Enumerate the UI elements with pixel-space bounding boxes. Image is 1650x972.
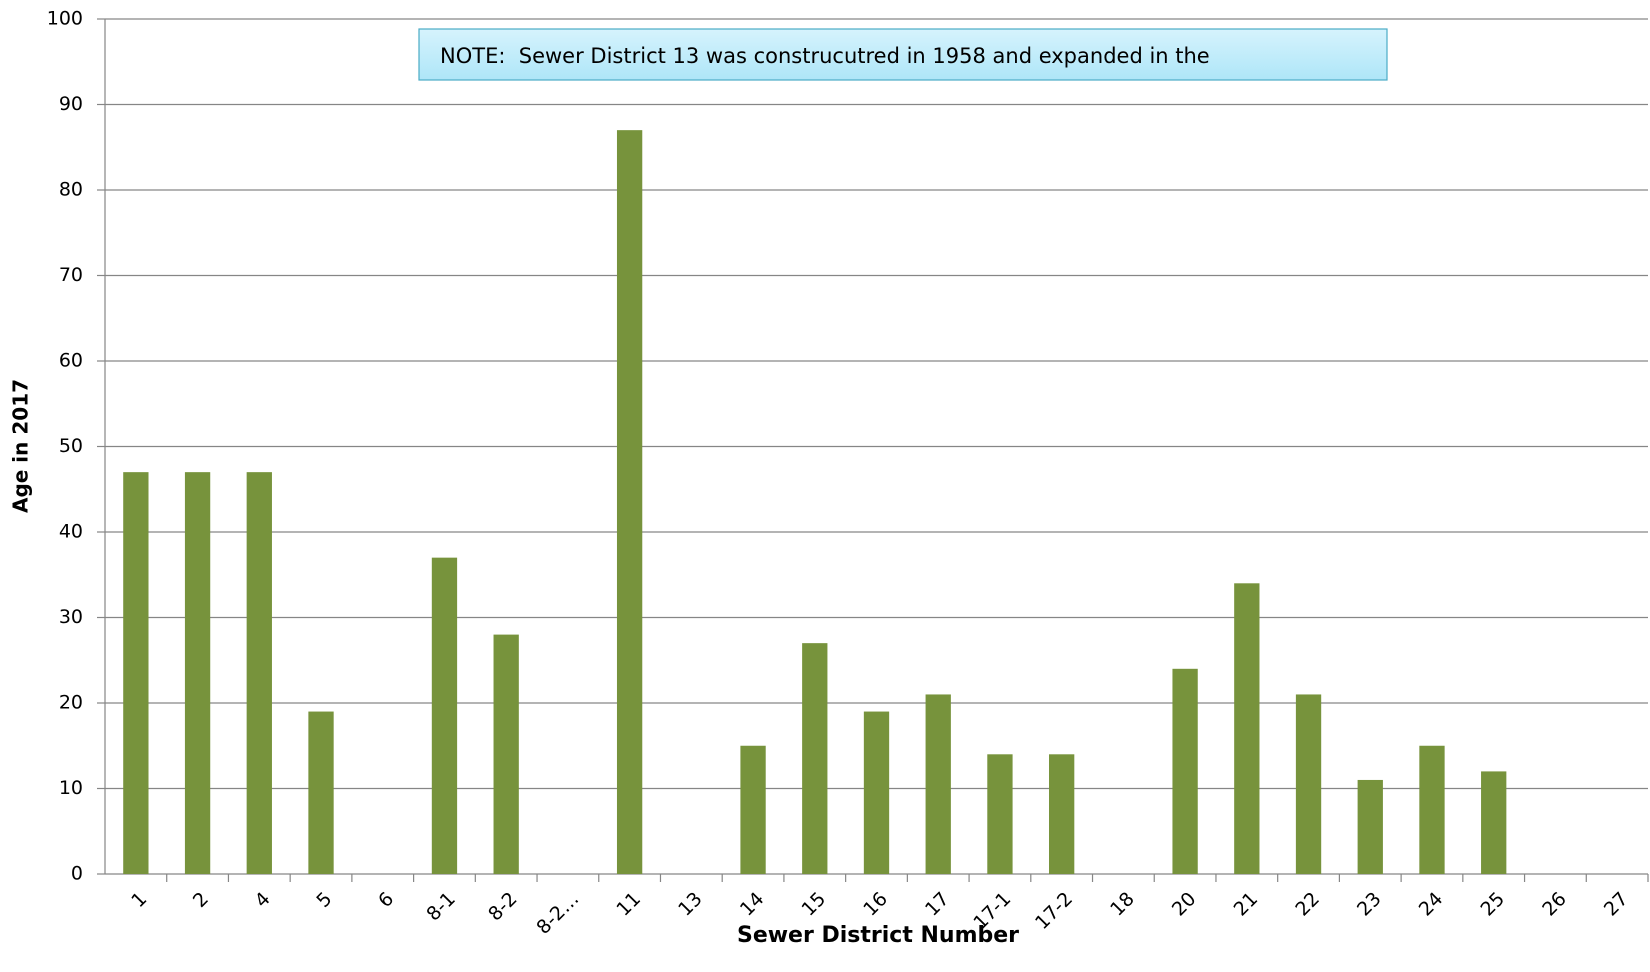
x-tick-label: 17-2 (1031, 888, 1077, 934)
x-tick-label: 16 (859, 888, 892, 921)
x-tick-label: 22 (1291, 888, 1324, 921)
x-tick-label: 20 (1168, 888, 1201, 921)
bar (740, 745, 766, 874)
x-tick-label: 27 (1600, 888, 1633, 921)
bar (1049, 754, 1075, 874)
y-axis-title: Age in 2017 (9, 379, 33, 513)
x-tick-label: 14 (736, 888, 769, 921)
y-tick-label: 10 (59, 777, 83, 799)
y-tick-label: 90 (59, 93, 83, 115)
y-tick-label: 70 (59, 264, 83, 286)
y-tick-label: 60 (59, 350, 83, 372)
bar (863, 711, 890, 874)
x-tick-label: 2 (189, 888, 213, 912)
y-tick-label: 30 (59, 606, 83, 628)
x-tick-label: 8-2… (532, 888, 583, 939)
x-tick-label: 18 (1106, 888, 1139, 921)
bar (493, 634, 519, 874)
x-tick-label: 4 (251, 888, 275, 912)
bar (1295, 694, 1322, 874)
y-tick-label: 0 (71, 863, 83, 885)
y-tick-label: 20 (59, 692, 83, 714)
x-axis-title: Sewer District Number (737, 923, 1019, 948)
bar (987, 754, 1013, 874)
x-tick-label: 21 (1230, 888, 1263, 921)
bar (184, 472, 211, 874)
bar (802, 643, 828, 874)
y-tick-label: 80 (59, 179, 83, 201)
x-tick-label: 11 (612, 888, 645, 921)
x-tick-label: 17 (921, 888, 954, 921)
bar (123, 472, 149, 874)
bar (308, 711, 334, 874)
x-tick-label: 26 (1538, 888, 1571, 921)
x-tick-label: 23 (1353, 888, 1386, 921)
x-tick-label: 24 (1415, 888, 1448, 921)
y-tick-label: 40 (59, 521, 83, 543)
x-tick-label: 8-2 (484, 888, 522, 926)
x-tick-label: 8-1 (422, 888, 460, 926)
annotation-box (418, 28, 1388, 81)
bar (1481, 771, 1507, 874)
bar (246, 472, 272, 874)
bar (1419, 745, 1445, 874)
x-tick-label: 6 (374, 888, 398, 912)
bar (1234, 583, 1260, 874)
x-tick-label: 13 (674, 888, 707, 921)
x-tick-label: 5 (312, 888, 336, 912)
bar (925, 694, 951, 874)
x-tick-label: 1 (127, 888, 151, 912)
x-tick-label: 25 (1476, 888, 1509, 921)
bar (431, 557, 458, 874)
annotation: NOTE: Sewer District 13 was construcutre… (440, 44, 1210, 68)
y-tick-label: 50 (59, 435, 83, 457)
bar (616, 130, 643, 874)
y-tick-label: 100 (47, 8, 83, 30)
bar (1357, 779, 1383, 874)
bar (1172, 668, 1198, 874)
x-tick-label: 15 (798, 888, 831, 921)
